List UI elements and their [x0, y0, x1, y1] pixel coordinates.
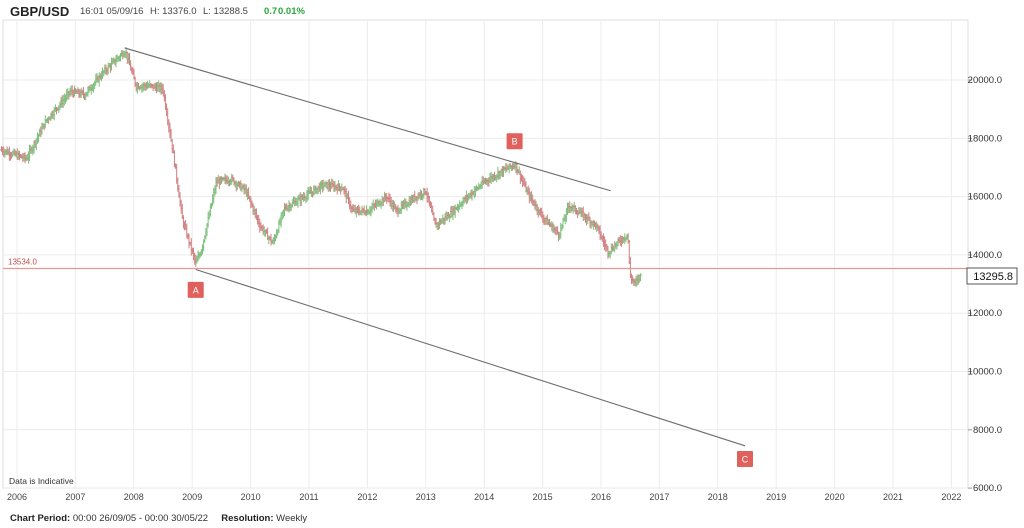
- x-tick-label: 2014: [474, 492, 494, 502]
- data-note: Data is Indicative: [9, 476, 74, 486]
- chart-footer: Chart Period: 00:00 26/09/05 - 00:00 30/…: [10, 513, 307, 524]
- level-label: 13534.0: [8, 257, 37, 266]
- x-tick-label: 2007: [65, 492, 85, 502]
- x-tick-label: 2010: [241, 492, 261, 502]
- quote-change-pct: 0.01%: [278, 6, 305, 17]
- period-value: 00:00 26/09/05 - 00:00 30/05/22: [72, 513, 209, 524]
- y-tick-label: 10000.0: [968, 367, 1002, 378]
- last-price-box: [966, 267, 1018, 285]
- wave-label-text: A: [193, 285, 199, 295]
- last-price-label: 13295.8: [973, 271, 1013, 283]
- quote-low: L: 13288.5: [203, 6, 248, 17]
- x-tick-label: 2017: [649, 492, 669, 502]
- x-tick-label: 2019: [766, 492, 786, 502]
- y-tick-label: 12000.0: [968, 308, 1002, 319]
- chart-header: GBP/USD 16:01 05/09/16 H: 13376.0 L: 132…: [0, 0, 1024, 22]
- ohlc-bar: [187, 233, 191, 249]
- resolution-label: Resolution:: [221, 513, 274, 524]
- wave-label-text: C: [742, 454, 749, 464]
- x-tick-label: 2015: [533, 492, 553, 502]
- axes: 2006 2007 2008 2009 2010 2011 2012 2013 2014 2015…: [7, 75, 1018, 502]
- wave-labels: A B C: [187, 133, 753, 467]
- y-tick-label: 16000.0: [968, 192, 1002, 203]
- trendline: [124, 47, 611, 192]
- quote-high: H: 13376.0: [150, 6, 197, 17]
- trendlines: 13534.0: [3, 47, 968, 447]
- plot-frame: [2, 19, 969, 489]
- x-tick-label: 2008: [124, 492, 144, 502]
- x-tick-label: 2016: [591, 492, 611, 502]
- x-tick-label: 2018: [708, 492, 728, 502]
- y-tick-label: 6000.0: [973, 483, 1002, 494]
- x-tick-label: 2009: [182, 492, 202, 502]
- period-label: Chart Period:: [10, 513, 71, 524]
- x-tick-label: 2021: [883, 492, 903, 502]
- y-tick-label: 14000.0: [968, 250, 1002, 261]
- wave-label-box: [506, 133, 523, 150]
- resolution-value: Weekly: [276, 513, 308, 524]
- wave-label-box: [187, 281, 204, 298]
- x-tick-label: 2006: [7, 492, 27, 502]
- y-tick-label: 20000.0: [968, 75, 1002, 86]
- wave-label-box: [737, 450, 753, 467]
- grid: [2, 19, 969, 489]
- trendline: [195, 268, 746, 447]
- x-tick-label: 2012: [357, 492, 377, 502]
- y-tick-label: 8000.0: [973, 425, 1002, 436]
- wave-label-text: B: [512, 137, 518, 147]
- x-tick-label: 2020: [825, 492, 845, 502]
- ohlc-bars: [0, 46, 643, 288]
- ohlc-bar: [638, 273, 643, 282]
- symbol-title: GBP/USD: [10, 4, 70, 19]
- quote-datetime: 16:01 05/09/16: [80, 6, 144, 17]
- x-tick-label: 2022: [941, 492, 961, 502]
- quote-change: 0.7: [264, 6, 278, 17]
- x-tick-label: 2011: [299, 492, 318, 502]
- x-tick-label: 2013: [416, 492, 436, 502]
- y-tick-label: 18000.0: [968, 133, 1002, 144]
